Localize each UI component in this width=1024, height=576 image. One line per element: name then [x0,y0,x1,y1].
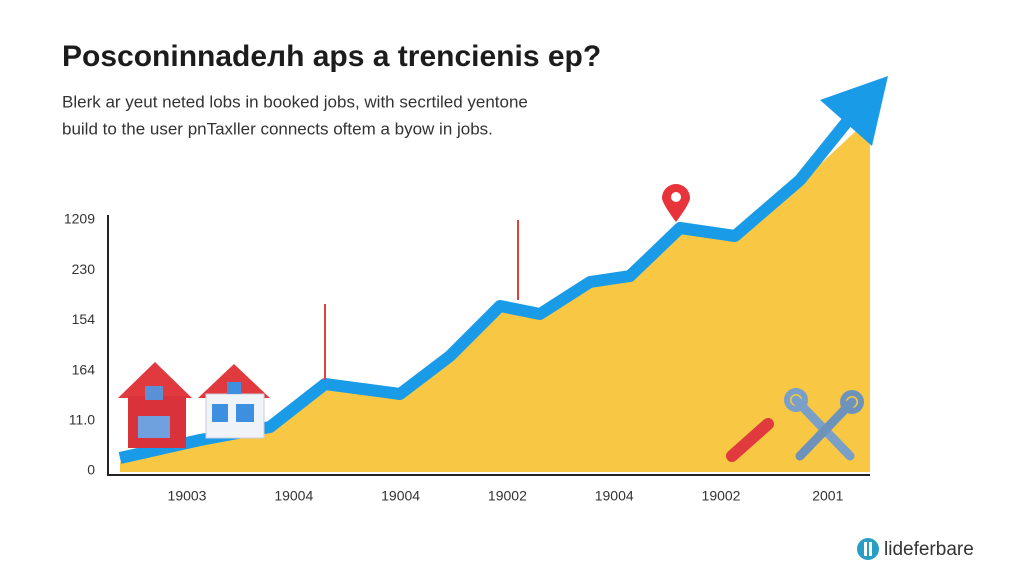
y-label: 11.0 [69,412,95,428]
pin [662,184,690,222]
x-label: 19004 [381,488,420,504]
title: Posconinnadeлh aps a trencienis ep? [62,40,601,73]
subtitle-line: build to the user pnTaxller connects oft… [62,119,493,138]
x-label: 19003 [168,488,207,504]
subtitle-line: Blerk ar yeut neted lobs in booked jobs,… [62,92,528,111]
trend-line [118,104,863,464]
logo-text: lideferbare [884,539,974,560]
y-label: 230 [72,261,96,277]
x-label: 19002 [702,488,741,504]
y-label: 154 [72,311,96,327]
y-label: 1209 [64,211,95,227]
x-label: 19004 [274,488,313,504]
arrow-head [820,76,888,146]
house-white [198,364,270,439]
x-label: 19002 [488,488,527,504]
logo: lideferbare [857,538,974,560]
y-label: 164 [72,361,96,377]
y-label: 0 [87,462,95,478]
area [120,118,870,472]
tools [726,388,864,462]
x-label: 2001 [812,488,843,504]
x-label: 19004 [595,488,634,504]
house-red [118,362,192,448]
